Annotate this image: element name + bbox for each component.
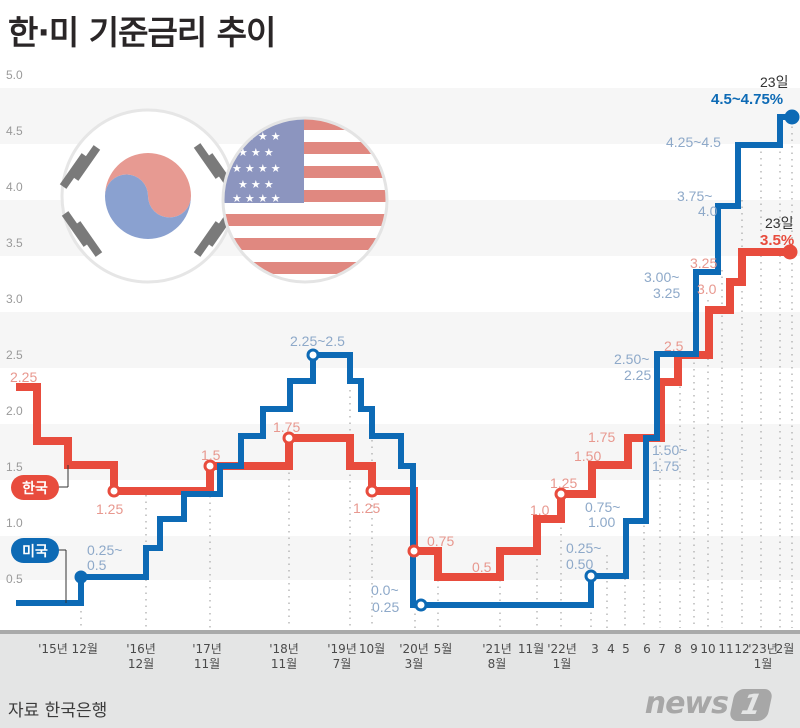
svg-text:1.25: 1.25 [353,500,380,516]
svg-text:3.5%: 3.5% [760,232,794,249]
svg-text:1.5: 1.5 [6,460,23,474]
x-tick-label: 7 [658,642,666,656]
svg-text:4.0: 4.0 [698,203,718,219]
svg-text:1.75: 1.75 [273,419,300,435]
svg-text:3.0: 3.0 [6,292,23,306]
svg-text:1.75: 1.75 [588,429,615,445]
svg-text:4.5~4.75%: 4.5~4.75% [711,91,783,108]
svg-text:0.50: 0.50 [566,556,593,572]
x-guide-lines [80,120,793,628]
svg-text:0.0~: 0.0~ [371,582,399,598]
x-tick-label: 8 [674,642,682,656]
svg-text:3.25: 3.25 [690,255,717,271]
x-tick-label: '19년 7월 [327,642,357,671]
x-tick-label: 10 [700,642,716,656]
x-tick-label: '21년 8월 [482,642,512,671]
korea-value-labels: 2.25 1.25 1.5 1.75 1.25 0.75 0.5 1.0 1.25 1.5… [10,255,717,575]
svg-text:1.0: 1.0 [530,502,550,518]
svg-text:2.0: 2.0 [6,404,23,418]
x-tick-label: '18년 11월 [269,642,299,671]
svg-text:1.50~: 1.50~ [652,442,687,458]
svg-text:1.25: 1.25 [550,475,577,491]
usa-value-labels: 0.25~0.5 2.25~2.5 0.0~0.25 0.25~0.50 0.7… [87,134,721,615]
svg-text:23일: 23일 [765,215,793,231]
x-tick-label: '23년 1월 [748,642,778,671]
svg-text:★ ★ ★ ★: ★ ★ ★ ★ [232,163,281,175]
latest-annotations: 23일 4.5~4.75% 23일 3.5% [711,74,794,249]
svg-text:★ ★ ★ ★: ★ ★ ★ ★ [232,193,281,205]
svg-text:1.5: 1.5 [201,447,221,463]
svg-text:0.5: 0.5 [87,557,107,573]
x-tick-label: 11월 [517,642,545,656]
x-tick-label: '15년 12월 [38,642,98,656]
svg-text:2.25: 2.25 [10,369,37,385]
svg-text:★ ★ ★: ★ ★ ★ [238,147,274,159]
legend-korea: 한국 [11,465,69,500]
svg-text:2.25: 2.25 [624,367,651,383]
svg-text:0.5: 0.5 [472,559,492,575]
news1-logo: news 1 [645,686,774,721]
x-tick-label: '22년 1월 [547,642,577,671]
svg-text:3.5: 3.5 [6,236,23,250]
footer: '15년 12월 '16년 12월 '17년 11월 '18년 11월 '19년 7월 1… [0,630,800,728]
x-tick-label: 3 [591,642,599,656]
x-tick-label: 5 [622,642,630,656]
x-tick-label: 4 [607,642,615,656]
x-tick-label: '20년 3월 [399,642,429,671]
svg-text:3.00~: 3.00~ [644,269,679,285]
svg-text:한국: 한국 [22,480,48,496]
legend-usa: 미국 [11,538,67,603]
x-tick-label: 6 [643,642,651,656]
x-tick-label: '16년 12월 [126,642,156,671]
x-tick-label: '17년 11월 [192,642,222,671]
logo-badge: 1 [728,688,774,721]
svg-text:1.00: 1.00 [588,514,615,530]
svg-text:3.25: 3.25 [653,285,680,301]
svg-text:0.5: 0.5 [6,572,23,586]
x-tick-label: 9 [690,642,698,656]
data-point-markers [74,109,800,612]
svg-text:4.5: 4.5 [6,124,23,138]
svg-text:2.5: 2.5 [664,338,684,354]
svg-text:2.5: 2.5 [6,348,23,362]
usa-flag-icon: ★ ★ ★ ★★ ★ ★ ★ ★ ★ ★★ ★ ★ ★ ★ ★ ★ [221,116,389,284]
usa-rate-line [16,114,793,608]
x-tick-label: 2월 [775,642,795,656]
x-tick-label: 11 [718,642,734,656]
svg-text:2.25~2.5: 2.25~2.5 [290,333,345,349]
svg-text:4.0: 4.0 [6,180,23,194]
svg-text:1.0: 1.0 [6,516,23,530]
svg-text:★ ★ ★: ★ ★ ★ [238,179,274,191]
chart-area: 5.0 4.5 4.0 3.5 3.0 2.5 2.0 1.5 1.0 0.5 [6,68,800,628]
korea-flag-icon [59,108,236,284]
page-title: 한·미 기준금리 추이 [8,13,276,52]
svg-text:0.25~: 0.25~ [566,540,601,556]
svg-text:미국: 미국 [22,543,48,559]
y-axis-labels: 5.0 4.5 4.0 3.5 3.0 2.5 2.0 1.5 1.0 0.5 [6,68,23,586]
svg-text:0.75~: 0.75~ [585,499,620,515]
svg-text:23일: 23일 [760,74,788,90]
source-label: 자료 한국은행 [8,701,108,721]
svg-text:0.75: 0.75 [427,533,454,549]
svg-text:2.50~: 2.50~ [614,351,649,367]
svg-text:1.25: 1.25 [96,501,123,517]
x-tick-label: 12 [734,642,750,656]
svg-text:1.50: 1.50 [574,448,601,464]
svg-text:5.0: 5.0 [6,68,23,82]
svg-text:1.75: 1.75 [652,458,679,474]
x-tick-label: 10월 [358,642,386,656]
svg-text:0.25: 0.25 [372,599,399,615]
x-tick-label: 5월 [433,642,453,656]
svg-text:4.25~4.5: 4.25~4.5 [666,134,721,150]
svg-text:3.0: 3.0 [697,281,717,297]
svg-text:0.25~: 0.25~ [87,542,122,558]
svg-text:3.75~: 3.75~ [677,188,712,204]
